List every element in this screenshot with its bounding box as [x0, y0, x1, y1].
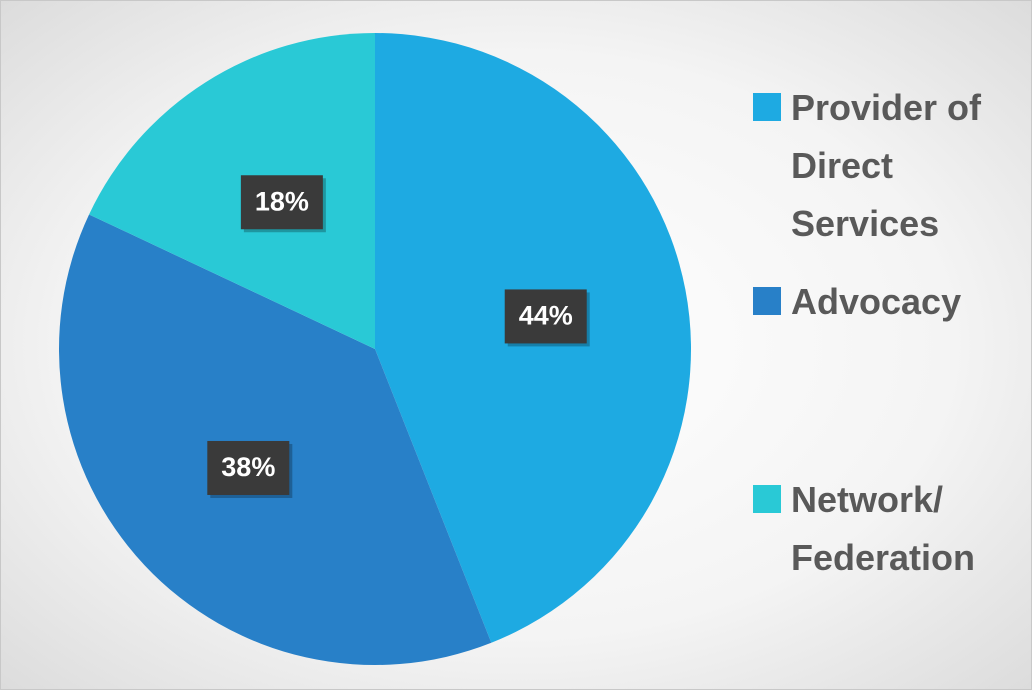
label-box: [207, 440, 290, 495]
label-box: [240, 175, 323, 230]
legend-swatch: [753, 287, 781, 315]
value-label: 44%: [519, 301, 573, 331]
legend-swatch: [753, 93, 781, 121]
legend-label: Network/ Federation: [791, 479, 976, 578]
data-label: 18%: [240, 175, 326, 233]
data-label: 44%: [504, 289, 590, 347]
pie-slice: [89, 33, 376, 349]
legend-item: Network/ Federation: [753, 471, 1028, 587]
legend-label: Advocacy: [791, 281, 962, 322]
value-label: 18%: [255, 186, 309, 216]
data-label: 38%: [207, 440, 293, 498]
legend-item: Provider of Direct Services: [753, 79, 1028, 253]
label-box: [504, 289, 587, 344]
legend-label: Provider of Direct Services: [791, 87, 982, 244]
value-label: 38%: [221, 452, 275, 482]
pie-slice: [59, 214, 492, 666]
legend-item: Advocacy: [753, 273, 1028, 331]
legend-swatch: [753, 485, 781, 513]
